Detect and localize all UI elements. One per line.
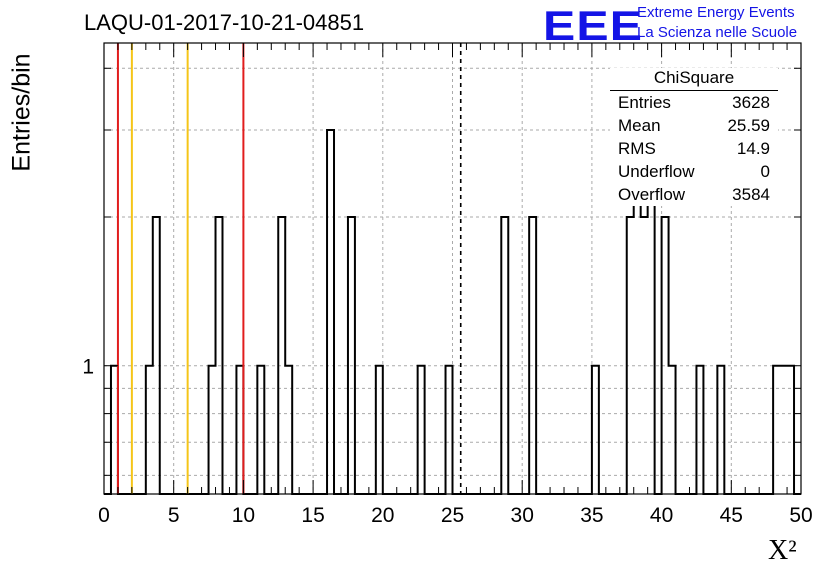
histogram-bin [418, 366, 425, 494]
eee-logo: EEE [543, 2, 644, 49]
histogram-bin [641, 217, 648, 494]
histogram-bin [146, 366, 153, 494]
x-tick-label: 20 [371, 504, 394, 527]
stats-value: 0 [760, 162, 770, 181]
x-tick-label: 0 [98, 504, 110, 527]
histogram-bin [285, 366, 292, 494]
x-tick-label: 30 [511, 504, 534, 527]
histogram-bin [787, 366, 794, 494]
histogram-bin [348, 217, 355, 494]
histogram-bin [501, 217, 508, 494]
histogram-bin [446, 366, 453, 494]
histogram-bin [236, 366, 243, 494]
stats-label: Underflow [618, 162, 695, 181]
histogram-bin [773, 366, 780, 494]
histogram-bin [111, 366, 118, 494]
histogram-bin [780, 366, 787, 494]
histogram-bin [696, 366, 703, 494]
x-tick-label: 40 [650, 504, 673, 527]
stats-row-overflow: Overflow 3584 [610, 183, 778, 206]
stats-value: 3628 [732, 93, 770, 112]
stats-value: 14.9 [736, 139, 770, 158]
stats-label: Overflow [618, 185, 686, 204]
x-tick-label: 10 [232, 504, 255, 527]
x-tick-label: 15 [301, 504, 324, 527]
histogram-bin [209, 366, 216, 494]
x-tick-label: 35 [580, 504, 603, 527]
stats-label: Entries [618, 93, 671, 112]
stats-row-entries: Entries 3628 [610, 91, 778, 114]
x-axis-label: X² [768, 535, 797, 566]
stats-value: 3584 [732, 185, 770, 204]
stats-row-mean: Mean 25.59 [610, 114, 778, 137]
logo-tagline-2: La Scienza nelle Scuole [637, 24, 798, 41]
histogram-bin [592, 366, 599, 494]
stats-box: ChiSquare Entries 3628 Mean 25.59 RMS 14.9 Und… [610, 68, 778, 206]
histogram-bin [669, 366, 676, 494]
y-tick-label: 1 [82, 356, 94, 379]
stats-title: ChiSquare [610, 68, 778, 91]
histogram-bin [257, 366, 264, 494]
x-tick-label: 25 [441, 504, 464, 527]
stats-row-underflow: Underflow 0 [610, 160, 778, 183]
histogram-outline [104, 128, 801, 495]
histogram-bin [216, 217, 223, 494]
stats-label: Mean [618, 116, 661, 135]
stats-label: RMS [618, 139, 656, 158]
histogram-bin [327, 130, 334, 494]
stats-value: 25.59 [727, 116, 770, 135]
histogram-bin [662, 217, 669, 494]
x-tick-label: 5 [168, 504, 180, 527]
x-tick-label: 50 [789, 504, 812, 527]
histogram-bin [717, 366, 724, 494]
histogram-bin [529, 217, 536, 494]
x-tick-label: 45 [720, 504, 743, 527]
logo-tagline-1: Extreme Energy Events [637, 4, 795, 21]
chart-title: LAQU-01-2017-10-21-04851 [84, 10, 365, 35]
stats-row-rms: RMS 14.9 [610, 137, 778, 160]
histogram-bin [153, 217, 160, 494]
histogram-bin [376, 366, 383, 494]
histogram-bin [627, 217, 634, 494]
histogram-bin [278, 217, 285, 494]
